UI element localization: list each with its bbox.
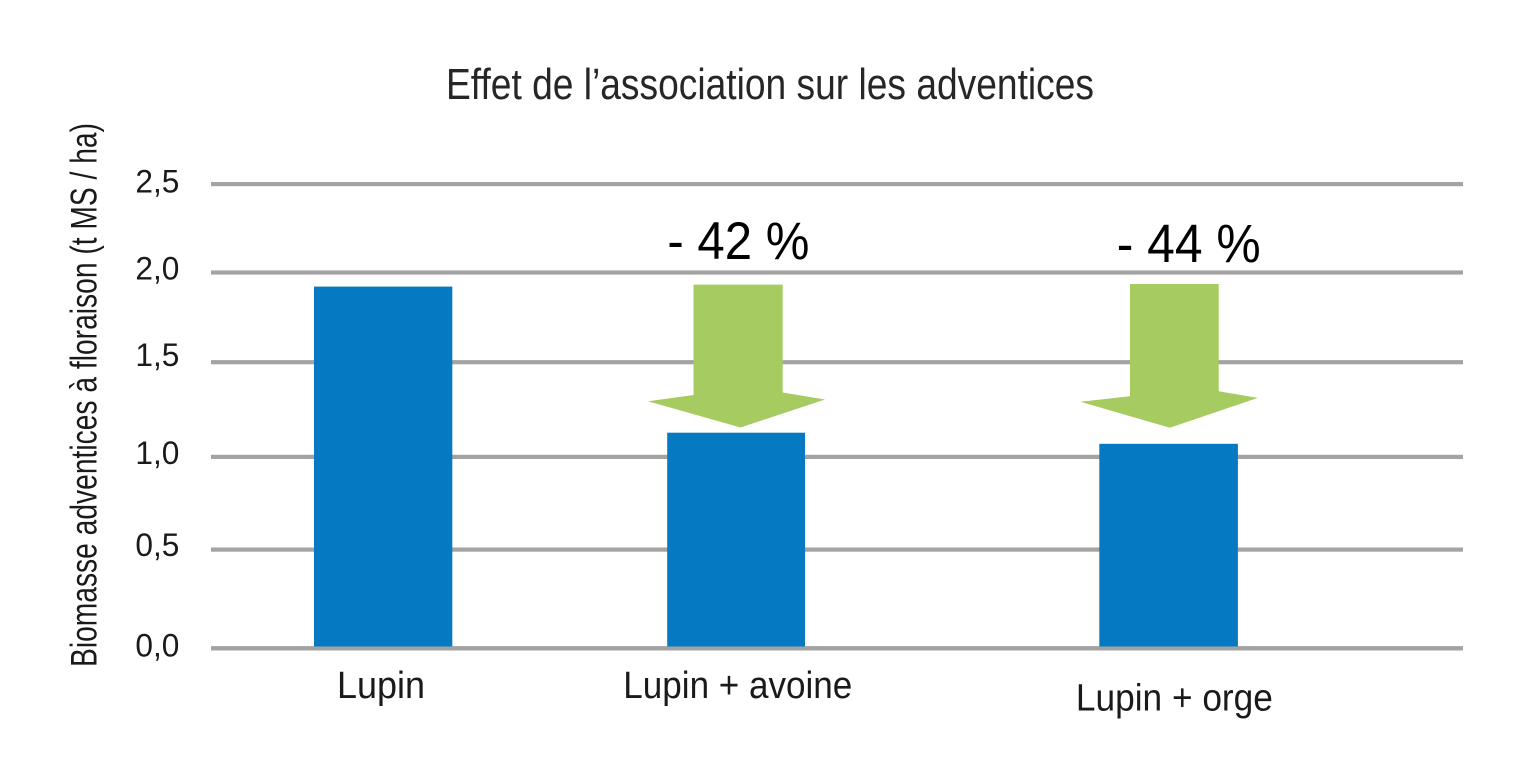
svg-text:- 42 %: - 42 % xyxy=(667,212,809,271)
svg-text:2,0: 2,0 xyxy=(135,250,179,286)
svg-text:Biomasse adventices à floraiso: Biomasse adventices à floraison (t MS / … xyxy=(64,123,105,667)
svg-text:0,0: 0,0 xyxy=(135,628,179,664)
svg-text:- 44 %: - 44 % xyxy=(1117,214,1261,274)
svg-text:1,0: 1,0 xyxy=(135,435,179,471)
svg-text:Effet de l’association sur les: Effet de l’association sur les adventice… xyxy=(446,60,1094,109)
svg-text:Lupin + avoine: Lupin + avoine xyxy=(623,665,852,707)
svg-text:Lupin: Lupin xyxy=(337,665,425,707)
svg-text:2,5: 2,5 xyxy=(135,164,179,200)
svg-text:1,5: 1,5 xyxy=(135,337,179,373)
svg-text:Lupin + orge: Lupin + orge xyxy=(1076,678,1273,720)
svg-text:0,5: 0,5 xyxy=(135,527,179,563)
